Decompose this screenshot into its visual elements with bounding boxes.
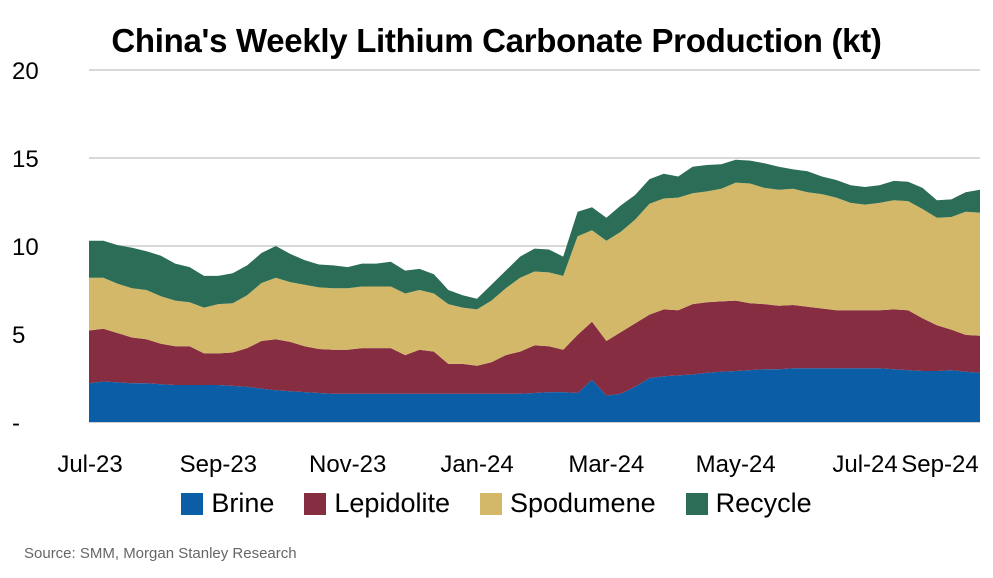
legend-swatch [181, 492, 204, 515]
x-tick-label: Sep-24 [901, 451, 978, 478]
area-recycle [89, 159, 980, 310]
legend-swatch [685, 492, 708, 515]
source-note: Source: SMM, Morgan Stanley Research [24, 545, 297, 562]
legend-swatch [304, 492, 327, 515]
x-tick-label: Jul-24 [832, 451, 897, 478]
y-axis-ticks: - 5 10 15 20 [12, 58, 39, 437]
area-brine [89, 368, 980, 422]
legend-swatch [479, 492, 502, 515]
y-tick-label: 10 [12, 234, 39, 261]
area-lepidolite [89, 300, 980, 396]
chart-title: China's Weekly Lithium Carbonate Product… [111, 22, 882, 59]
x-tick-label: Nov-23 [309, 451, 386, 478]
legend-label: Brine [211, 488, 275, 518]
x-tick-label: Sep-23 [180, 451, 257, 478]
legend-item-lepidolite: Lepidolite [304, 488, 450, 519]
x-tick-label: Jan-24 [440, 451, 513, 478]
y-tick-label: 5 [12, 322, 25, 349]
legend-label: Recycle [715, 488, 812, 518]
area-series [89, 159, 980, 422]
y-tick-label: 15 [12, 146, 39, 173]
x-tick-label: Mar-24 [568, 451, 644, 478]
legend: Brine Lepidolite Spodumene Recycle [0, 488, 993, 519]
x-tick-label: May-24 [696, 451, 776, 478]
legend-label: Lepidolite [334, 488, 450, 518]
x-axis-ticks: Jul-23 Sep-23 Nov-23 Jan-24 Mar-24 May-24 Jul-… [57, 451, 978, 478]
legend-label: Spodumene [509, 488, 656, 518]
y-tick-label: 20 [12, 58, 39, 85]
legend-item-brine: Brine [181, 488, 274, 519]
legend-item-spodumene: Spodumene [479, 488, 656, 519]
area-spodumene [89, 182, 980, 366]
x-tick-label: Jul-23 [57, 451, 122, 478]
y-tick-label: - [12, 410, 20, 437]
legend-item-recycle: Recycle [685, 488, 812, 519]
